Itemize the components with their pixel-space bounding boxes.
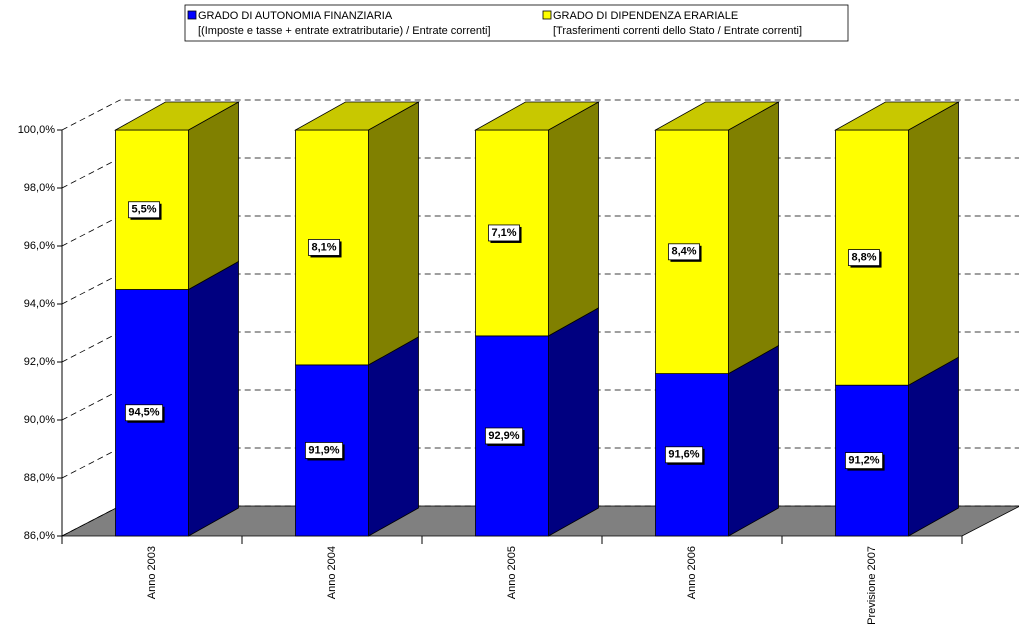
bar-top bbox=[833, 101, 961, 131]
legend-label: GRADO DI DIPENDENZA ERARIALE bbox=[553, 10, 738, 22]
data-label-group: 8,8% bbox=[848, 249, 882, 268]
y-tick-label: 92,0% bbox=[24, 356, 55, 368]
data-label: 91,2% bbox=[848, 455, 879, 467]
y-tick-label: 94,0% bbox=[24, 298, 55, 310]
label-box bbox=[304, 442, 344, 459]
label-box bbox=[128, 201, 160, 219]
legend-label: GRADO DI AUTONOMIA FINANZIARIA bbox=[198, 10, 393, 22]
data-label: 8,8% bbox=[851, 252, 876, 264]
data-label: 8,1% bbox=[311, 241, 336, 253]
data-label: 91,6% bbox=[668, 449, 699, 461]
data-label-group: 91,9% bbox=[304, 442, 345, 461]
x-tick-label: Anno 2006 bbox=[686, 546, 698, 599]
bar-side bbox=[548, 101, 599, 337]
label-box bbox=[488, 224, 520, 242]
legend-swatch bbox=[542, 10, 552, 20]
data-label-group: 92,9% bbox=[484, 427, 525, 446]
bar-side bbox=[728, 344, 779, 537]
data-label-group: 5,5% bbox=[128, 201, 162, 220]
data-label: 94,5% bbox=[128, 407, 159, 419]
legend-swatch bbox=[187, 10, 197, 20]
data-label: 8,4% bbox=[671, 246, 696, 258]
y-tick-label: 96,0% bbox=[24, 240, 55, 252]
y-tick-label: 100,0% bbox=[18, 124, 56, 136]
x-tick-label: Anno 2004 bbox=[326, 546, 338, 599]
data-label-group: 91,2% bbox=[844, 452, 885, 471]
y-tick-label: 98,0% bbox=[24, 182, 55, 194]
y-tick-label: 90,0% bbox=[24, 414, 55, 426]
label-box bbox=[484, 427, 524, 445]
bar-top bbox=[293, 101, 421, 131]
data-label: 7,1% bbox=[491, 227, 516, 239]
legend-description: [Trasferimenti correnti dello Stato / En… bbox=[553, 25, 802, 37]
label-box bbox=[844, 452, 884, 470]
label-box bbox=[848, 249, 880, 267]
bar-side bbox=[908, 101, 959, 386]
bar-side bbox=[188, 260, 239, 537]
bar-top bbox=[113, 101, 241, 131]
data-label-group: 8,4% bbox=[668, 243, 702, 262]
bar-side bbox=[188, 101, 239, 291]
x-tick-label: Anno 2003 bbox=[146, 546, 158, 599]
label-box bbox=[664, 446, 704, 464]
bar-top bbox=[473, 101, 601, 131]
data-label-group: 91,6% bbox=[664, 446, 705, 465]
data-label-group: 8,1% bbox=[308, 239, 342, 258]
data-label: 5,5% bbox=[131, 204, 156, 216]
bar-side bbox=[728, 101, 779, 375]
legend-box bbox=[184, 4, 849, 42]
data-label: 91,9% bbox=[308, 444, 339, 456]
data-label: 92,9% bbox=[488, 430, 519, 442]
label-box bbox=[308, 239, 340, 256]
bar-top bbox=[653, 101, 781, 131]
y-tick-label: 88,0% bbox=[24, 472, 55, 484]
label-box bbox=[668, 243, 700, 261]
data-label-group: 94,5% bbox=[124, 404, 165, 423]
bar-side bbox=[548, 307, 599, 537]
grid-line bbox=[61, 99, 1019, 131]
bar-side bbox=[368, 101, 419, 366]
x-tick-label: Previsione 2007 bbox=[866, 546, 878, 625]
y-tick-label: 86,0% bbox=[24, 530, 55, 542]
legend-description: [(Imposte e tasse + entrate extratributa… bbox=[198, 25, 491, 37]
label-box bbox=[124, 404, 164, 422]
data-label-group: 7,1% bbox=[488, 224, 522, 243]
x-tick-label: Anno 2005 bbox=[506, 546, 518, 599]
bar-side bbox=[368, 336, 419, 537]
bar-side bbox=[908, 356, 959, 537]
